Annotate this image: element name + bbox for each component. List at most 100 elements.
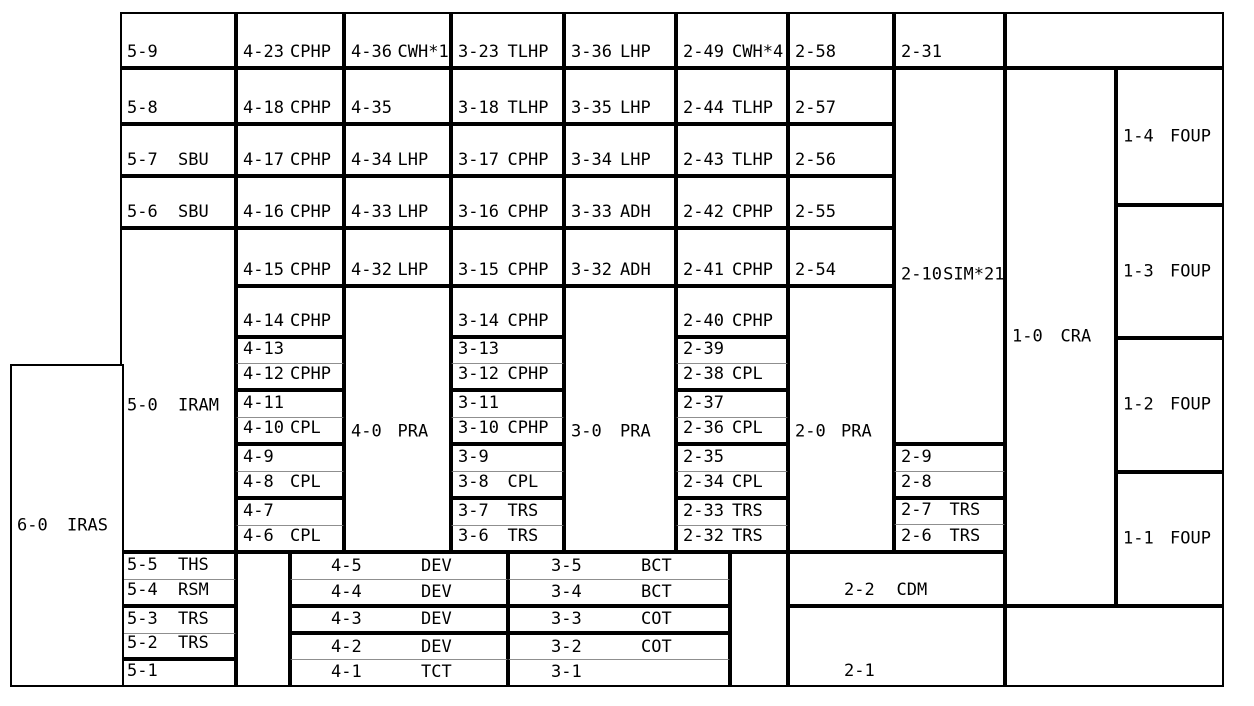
cell-2-35: 2-35	[676, 444, 788, 471]
cell-3-7-id: 3-7	[458, 501, 489, 521]
cell-4-14-id: 4-14	[243, 311, 284, 331]
cell-2-10-type: SIM*21	[943, 264, 1005, 285]
cell-3-11-id: 3-11	[458, 393, 499, 413]
cell-4-34: 4-34 LHP	[344, 124, 451, 176]
cell-3-14: 3-14 CPHP	[451, 286, 564, 337]
cell-4-12-id: 4-12	[243, 364, 284, 384]
cell-2-41: 2-41 CPHP	[676, 228, 788, 286]
cell-2-41-id: 2-41	[683, 260, 724, 280]
cell-2-10: 2-10 SIM*21	[894, 68, 1005, 444]
cell-1-2: 1-2 FOUP	[1116, 338, 1224, 472]
cell-3-3-id: 3-3	[551, 609, 582, 629]
cell-2-6: 2-6 TRS	[894, 524, 1005, 552]
cell-3-2-type: COT	[641, 636, 672, 657]
cell-4-35-id: 4-35	[351, 98, 392, 118]
cell-2-6-id: 2-6	[901, 526, 932, 546]
cell-4-13: 4-13	[236, 337, 344, 363]
cell-3-7-type: TRS	[507, 501, 539, 521]
cell-2-36-id: 2-36	[683, 418, 724, 438]
cell-4-16-type: CPHP	[290, 202, 331, 222]
cell-2-6-type: TRS	[949, 526, 981, 546]
cell-4-17-id: 4-17	[243, 150, 284, 170]
cell-2-44-type: TLHP	[732, 98, 773, 118]
cell-2-39: 2-39	[676, 337, 788, 363]
cell-4-9: 4-9	[236, 444, 344, 471]
cell-2-10-id: 2-10	[901, 264, 942, 285]
cell-2-2-id: 2-2	[844, 580, 875, 600]
cell-3-12-id: 3-12	[458, 364, 499, 384]
cell-5-3-id: 5-3	[127, 609, 158, 629]
cell-3-16-type: CPHP	[507, 202, 549, 222]
cell-5-7: 5-7 SBU	[120, 124, 236, 176]
cell-3-10-type: CPHP	[507, 418, 549, 438]
cell-3-36: 3-36 LHP	[564, 12, 676, 68]
cell-2-42-id: 2-42	[683, 202, 724, 222]
cell-4-1-type: TCT	[421, 662, 452, 682]
cell-2-40: 2-40 CPHP	[676, 286, 788, 337]
cell-5-2-type: TRS	[178, 633, 209, 653]
cell-3-2: 3-2 COT	[508, 633, 730, 659]
cell-2-38-type: CPL	[732, 364, 763, 384]
cell-2-35-id: 2-35	[683, 447, 724, 467]
cell-3-18-type: TLHP	[507, 98, 549, 118]
cell-2-56-id: 2-56	[795, 150, 836, 170]
cell-3-34-type: LHP	[620, 150, 651, 170]
cell-2-56: 2-56	[788, 124, 894, 176]
cell-2-33-id: 2-33	[683, 501, 724, 521]
cell-3-36-id: 3-36	[571, 42, 612, 62]
cell-2-7-id: 2-7	[901, 500, 932, 520]
cell-4-4: 4-4 DEV	[290, 579, 508, 606]
cell-4-15-id: 4-15	[243, 260, 284, 280]
cell-5-6-type: SBU	[178, 202, 209, 222]
cell-2-1-id: 2-1	[844, 661, 875, 681]
cell-4-6: 4-6 CPL	[236, 525, 344, 552]
cell-3-5-type: BCT	[641, 556, 672, 576]
cell-2-34-type: CPL	[732, 472, 763, 492]
cell-1-1: 1-1 FOUP	[1116, 472, 1224, 606]
cell-2-54-id: 2-54	[795, 260, 836, 280]
cell-2-9: 2-9	[894, 444, 1005, 471]
cell-5-6-id: 5-6	[127, 202, 158, 222]
cell-3-15-type: CPHP	[507, 260, 549, 280]
cell-4-32: 4-32 LHP	[344, 228, 451, 286]
cell-1-2-type: FOUP	[1170, 394, 1211, 415]
cell-3-0-id: 3-0	[571, 421, 602, 442]
cell-2-42-type: CPHP	[732, 202, 773, 222]
cell-3-13-id: 3-13	[458, 339, 499, 359]
cell-2-55: 2-55	[788, 176, 894, 228]
cell-4-1-id: 4-1	[331, 662, 362, 682]
cell-2-58-id: 2-58	[795, 42, 836, 62]
cell-2-44: 2-44 TLHP	[676, 68, 788, 124]
cell-5-4: 5-4 RSM	[120, 579, 236, 606]
cell-2-38-id: 2-38	[683, 364, 724, 384]
cell-4-10: 4-10 CPL	[236, 417, 344, 444]
cell-3-5: 3-5 BCT	[508, 552, 730, 579]
cell-4-13-id: 4-13	[243, 339, 284, 359]
cell-1-1-id: 1-1	[1123, 528, 1154, 549]
cell-4-3: 4-3 DEV	[290, 606, 508, 633]
cell-1-4: 1-4 FOUP	[1116, 68, 1224, 205]
cell-4-1: 4-1 TCT	[290, 659, 508, 687]
cell-1-0-type: CRA	[1060, 326, 1092, 347]
cell-6-0: 6-0 IRAS	[10, 364, 124, 687]
cell-2-54: 2-54	[788, 228, 894, 286]
cell-3-4-id: 3-4	[551, 581, 582, 602]
cell-3-0: 3-0 PRA	[564, 286, 676, 552]
cell-3-11: 3-11	[451, 390, 564, 417]
cell-4-8-type: CPL	[290, 472, 321, 492]
cell-2-41-type: CPHP	[732, 260, 773, 280]
cell-2-34-id: 2-34	[683, 472, 724, 492]
cell-5-9: 5-9	[120, 12, 236, 68]
cell-4-5-id: 4-5	[331, 556, 362, 576]
cell-2-7: 2-7 TRS	[894, 498, 1005, 524]
cell-5-4-type: RSM	[178, 580, 209, 600]
cell-4-33-id: 4-33	[351, 202, 392, 222]
cell-2-31-id: 2-31	[901, 42, 942, 62]
cell-2-9-id: 2-9	[901, 447, 932, 467]
cell-3-8-id: 3-8	[458, 472, 489, 492]
cell-3-35-type: LHP	[620, 98, 651, 118]
cell-6-0-type: IRAS	[67, 515, 108, 535]
cell-4-2: 4-2 DEV	[290, 633, 508, 659]
cell-2-33: 2-33 TRS	[676, 498, 788, 525]
cell-4-15-type: CPHP	[290, 260, 331, 280]
